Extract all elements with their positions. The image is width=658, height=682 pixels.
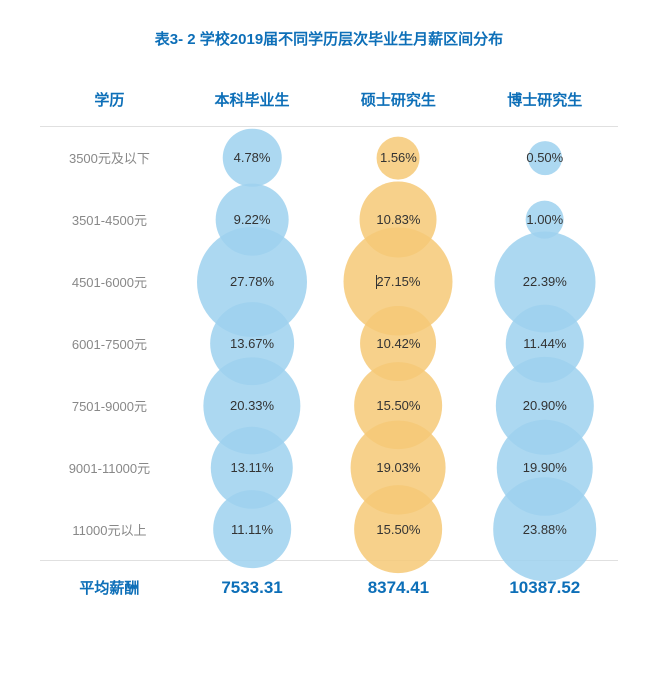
cell-value: 10.83% — [376, 212, 420, 227]
bubble-cell-master: 15.50% — [325, 499, 471, 561]
data-table: 学历 本科毕业生 硕士研究生 博士研究生 3500元及以下 4.78% 1.56% 0… — [40, 77, 618, 599]
row-label: 4501-6000元 — [40, 251, 179, 313]
footer-row: 平均薪酬 7533.31 8374.41 10387.52 — [40, 561, 618, 600]
col-header-bachelor: 本科毕业生 — [179, 77, 325, 127]
text-cursor — [376, 275, 377, 289]
cell-value: 9.22% — [234, 212, 271, 227]
bubble-cell-phd: 22.39% — [472, 251, 618, 313]
chart-title: 表3- 2 学校2019届不同学历层次毕业生月薪区间分布 — [40, 28, 618, 49]
footer-bachelor: 7533.31 — [179, 561, 325, 600]
cell-value: 15.50% — [376, 398, 420, 413]
bubble-cell-bachelor: 13.11% — [179, 437, 325, 499]
cell-value: 11.11% — [231, 522, 273, 537]
cell-value: 19.03% — [376, 460, 420, 475]
col-header-phd: 博士研究生 — [472, 77, 618, 127]
bubble-cell-bachelor: 11.11% — [179, 499, 325, 561]
bubble-cell-phd: 23.88% — [472, 499, 618, 561]
cell-value: 20.90% — [523, 398, 567, 413]
footer-master: 8374.41 — [325, 561, 471, 600]
cell-value: 27.78% — [230, 274, 274, 289]
cell-value: 1.56% — [380, 150, 417, 165]
cell-value: 10.42% — [376, 336, 420, 351]
row-label: 7501-9000元 — [40, 375, 179, 437]
table-row: 11000元以上 11.11% 15.50% 23.88% — [40, 499, 618, 561]
row-label: 3501-4500元 — [40, 189, 179, 251]
col-header-master: 硕士研究生 — [325, 77, 471, 127]
header-row: 学历 本科毕业生 硕士研究生 博士研究生 — [40, 77, 618, 127]
cell-value: 13.67% — [230, 336, 274, 351]
chart-container: 表3- 2 学校2019届不同学历层次毕业生月薪区间分布 学历 本科毕业生 硕士… — [0, 0, 658, 619]
bubble-table: 学历 本科毕业生 硕士研究生 博士研究生 3500元及以下 4.78% 1.56% 0… — [40, 77, 618, 599]
row-label: 3500元及以下 — [40, 127, 179, 189]
bubble-cell-master: 27.15% — [325, 251, 471, 313]
cell-value: 15.50% — [376, 522, 420, 537]
cell-value: 27.15% — [376, 274, 420, 289]
cell-value: 4.78% — [234, 150, 271, 165]
cell-value: 13.11% — [230, 460, 273, 475]
bubble-cell-master: 1.56% — [325, 127, 471, 189]
bubble-cell-bachelor: 4.78% — [179, 127, 325, 189]
table-row: 3500元及以下 4.78% 1.56% 0.50% — [40, 127, 618, 189]
cell-value: 11.44% — [523, 336, 566, 351]
cell-value: 0.50% — [526, 150, 563, 165]
cell-value: 1.00% — [526, 212, 563, 227]
footer-label: 平均薪酬 — [40, 561, 179, 600]
cell-value: 22.39% — [523, 274, 567, 289]
cell-value: 20.33% — [230, 398, 274, 413]
table-row: 4501-6000元 27.78% 27.15% 22.39% — [40, 251, 618, 313]
bubble-cell-phd: 0.50% — [472, 127, 618, 189]
footer-phd: 10387.52 — [472, 561, 618, 600]
row-label: 9001-11000元 — [40, 437, 179, 499]
cell-value: 23.88% — [523, 522, 567, 537]
row-label: 6001-7500元 — [40, 313, 179, 375]
row-label: 11000元以上 — [40, 499, 179, 561]
col-header-label: 学历 — [40, 77, 179, 127]
cell-value: 19.90% — [523, 460, 567, 475]
